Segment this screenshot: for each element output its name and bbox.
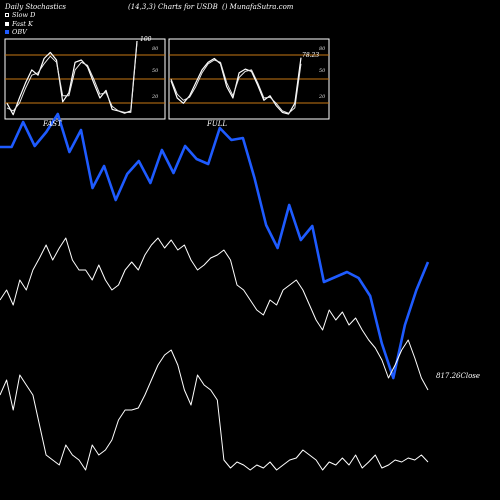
fast-tick-80: 80 <box>152 46 159 52</box>
chart-header-right: () MunafaSutra.com <box>222 3 294 11</box>
price-close-line <box>0 237 429 391</box>
legend-item-fast-k: Fast K <box>5 20 35 29</box>
obv-line <box>0 112 430 380</box>
legend-item-slow-d: Slow D <box>5 11 35 20</box>
fast-tick-20: 20 <box>152 94 159 100</box>
close-label: 817.26Close <box>436 372 481 380</box>
fast-panel-label: FAST <box>43 120 62 128</box>
full-tick-20: 20 <box>319 94 326 100</box>
fast-slow-d-line <box>6 42 138 113</box>
legend-item-obv: OBV <box>5 28 35 37</box>
slow-d-swatch-icon <box>5 13 9 18</box>
legend-label-obv: OBV <box>12 28 27 36</box>
full-tick-50: 50 <box>319 68 326 74</box>
full-full-d-line <box>170 59 302 114</box>
legend: Slow D Fast K OBV <box>5 11 35 37</box>
chart-header-left: Daily Stochastics <box>5 3 67 11</box>
full-tick-80: 80 <box>319 46 326 52</box>
full-panel-label: FULL <box>207 120 228 128</box>
obv-swatch-icon <box>5 30 9 35</box>
legend-label-fast-k: Fast K <box>12 19 33 28</box>
legend-label-slow-d: Slow D <box>12 11 36 19</box>
chart-header-center: (14,3,3) Charts for USDB <box>128 3 218 11</box>
fast-tick-50: 50 <box>152 68 159 74</box>
fast-fast-k-line <box>6 40 138 116</box>
volume-line <box>0 349 429 471</box>
fast-end-value: 100 <box>140 36 152 43</box>
full-end-value: 78.23 <box>302 52 320 59</box>
fast-k-swatch-icon <box>5 21 9 26</box>
